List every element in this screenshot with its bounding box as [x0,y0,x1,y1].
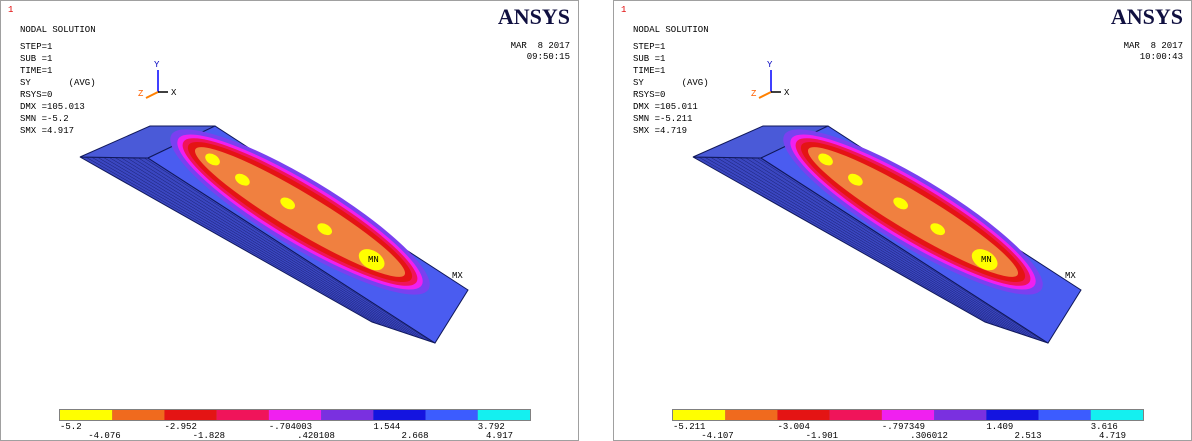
legend-band [164,410,216,420]
logo: ANSYS [498,4,570,29]
legend-label: -5.2 [60,422,82,432]
info-line: SY (AVG) [20,78,96,88]
max-marker: MX [1065,271,1076,281]
min-marker: MN [368,255,379,265]
legend-label: -1.901 [806,431,838,441]
time: 10:00:43 [1140,52,1183,62]
legend-band [1091,410,1143,420]
legend-band [830,410,882,420]
info-line: SUB =1 [20,54,52,64]
info-line: STEP=1 [20,42,52,52]
info-line: RSYS=0 [633,90,665,100]
plot-title: NODAL SOLUTION [20,25,96,35]
plot-title: NODAL SOLUTION [633,25,709,35]
legend-band [777,410,829,420]
logo: ANSYS [1111,4,1183,29]
info-line: SMX =4.719 [633,126,687,136]
legend-band [725,410,777,420]
info-line: SMN =-5.211 [633,114,692,124]
legend-label: 1.544 [373,422,400,432]
min-marker: MN [981,255,992,265]
info-line: SUB =1 [633,54,665,64]
legend-band [321,410,373,420]
axis-label-y: Y [154,60,160,70]
viewport: 1 NODAL SOLUTION STEP=1 SUB =1 TIME=1 SY (AVG… [614,1,1192,441]
axis-label-x: X [784,88,790,98]
legend-band [478,410,530,420]
axis-label-z: Z [751,89,757,99]
screen: 1 NODAL SOLUTION STEP=1 SUB =1 TIME=1 SY (AVG… [0,0,1192,441]
legend-band [934,410,986,420]
max-marker: MX [452,271,463,281]
legend-label: 2.668 [402,431,429,441]
legend-label: -4.107 [701,431,733,441]
legend-label: 4.719 [1099,431,1126,441]
info-line: SMN =-5.2 [20,114,69,124]
date: MAR 8 2017 [1124,41,1183,51]
legend-band [673,410,725,420]
legend-label: -4.076 [88,431,120,441]
info-line: TIME=1 [20,66,52,76]
window-number: 1 [8,5,13,15]
viewport: 1 NODAL SOLUTION STEP=1 SUB =1 TIME=1 SY (AVG… [1,1,579,441]
legend-band [882,410,934,420]
legend-label: 4.917 [486,431,513,441]
legend-band [426,410,478,420]
time: 09:50:15 [527,52,570,62]
date: MAR 8 2017 [511,41,570,51]
legend-band [269,410,321,420]
legend-label: 2.513 [1015,431,1042,441]
legend-band [1039,410,1091,420]
legend-band [60,410,112,420]
info-line: DMX =105.013 [20,102,85,112]
legend-band [112,410,164,420]
axis-label-z: Z [138,89,144,99]
info-line: SY (AVG) [633,78,709,88]
legend-label: 1.409 [986,422,1013,432]
window-number: 1 [621,5,626,15]
info-line: DMX =105.011 [633,102,698,112]
info-line: TIME=1 [633,66,665,76]
legend-label: -1.828 [193,431,225,441]
legend-band [373,410,425,420]
legend-band [217,410,269,420]
axis-label-x: X [171,88,177,98]
info-line: STEP=1 [633,42,665,52]
legend-label: .420108 [297,431,335,441]
legend-label: .306012 [910,431,948,441]
legend-band [986,410,1038,420]
info-line: SMX =4.917 [20,126,74,136]
info-line: RSYS=0 [20,90,52,100]
axis-label-y: Y [767,60,773,70]
